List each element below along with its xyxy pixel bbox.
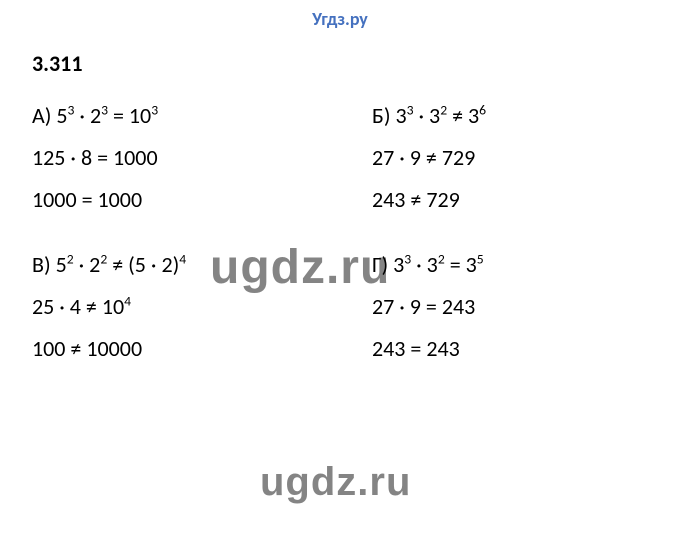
math-line: 243 = 243	[372, 328, 660, 370]
math-line: 1000 = 1000	[32, 179, 372, 221]
columns-wrapper: А) 53 · 23 = 103 125 · 8 = 1000 1000 = 1…	[32, 95, 660, 394]
math-line: Г) 33 · 32 = 35	[372, 244, 660, 286]
math-line: 100 ≠ 10000	[32, 328, 372, 370]
math-line: А) 53 · 23 = 103	[32, 95, 372, 137]
block-b: Б) 33 · 32 ≠ 36 27 · 9 ≠ 729 243 ≠ 729	[372, 95, 660, 220]
math-line: 27 · 9 = 243	[372, 286, 660, 328]
left-column: А) 53 · 23 = 103 125 · 8 = 1000 1000 = 1…	[32, 95, 372, 394]
math-line: 27 · 9 ≠ 729	[372, 137, 660, 179]
watermark: ugdz.ru	[260, 460, 411, 505]
content-area: 3.311 А) 53 · 23 = 103 125 · 8 = 1000 10…	[32, 50, 660, 394]
math-line: 125 · 8 = 1000	[32, 137, 372, 179]
block-a: А) 53 · 23 = 103 125 · 8 = 1000 1000 = 1…	[32, 95, 372, 220]
block-v: В) 52 · 22 ≠ (5 · 2)4 25 · 4 ≠ 104 100 ≠…	[32, 244, 372, 369]
math-line: 25 · 4 ≠ 104	[32, 286, 372, 328]
block-g: Г) 33 · 32 = 35 27 · 9 = 243 243 = 243	[372, 244, 660, 369]
right-column: Б) 33 · 32 ≠ 36 27 · 9 ≠ 729 243 ≠ 729 Г…	[372, 95, 660, 394]
math-line: В) 52 · 22 ≠ (5 · 2)4	[32, 244, 372, 286]
problem-number: 3.311	[32, 50, 660, 77]
math-line: 243 ≠ 729	[372, 179, 660, 221]
math-line: Б) 33 · 32 ≠ 36	[372, 95, 660, 137]
site-header: Угдз.ру	[0, 8, 680, 30]
